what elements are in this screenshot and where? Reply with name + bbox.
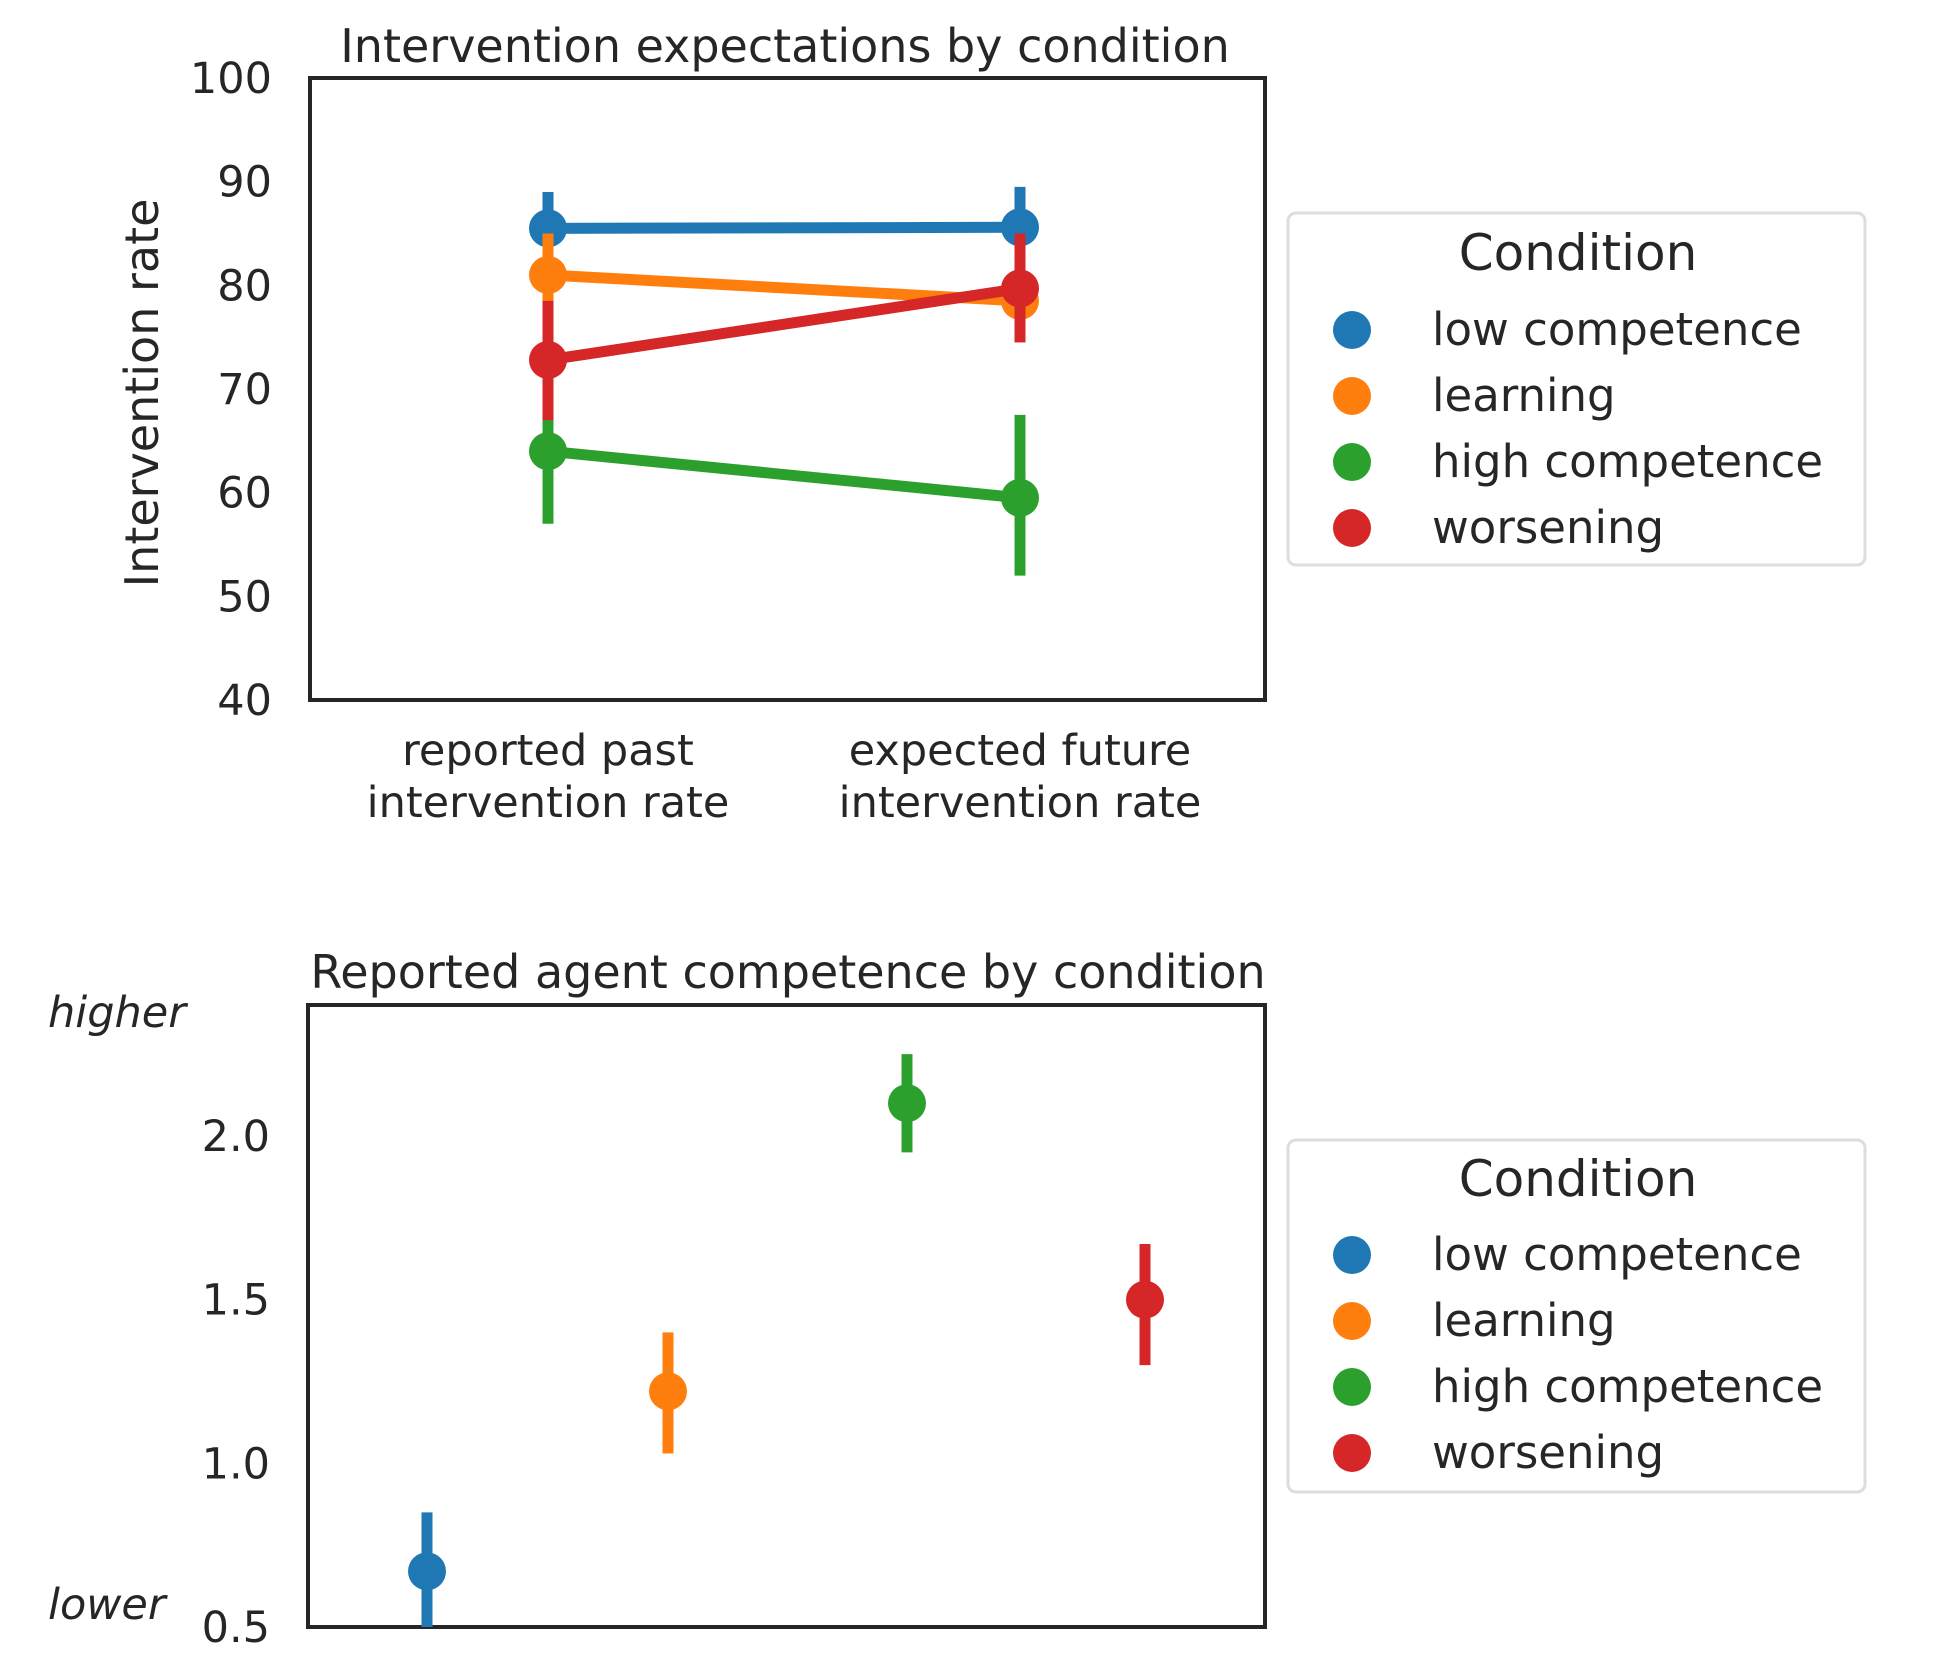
series-line: [542, 221, 1026, 234]
series-high-competence: [529, 378, 1039, 576]
data-point: [1001, 269, 1039, 308]
legend: Condition low competence learning high com…: [1286, 211, 1867, 567]
y-tick-label: 100: [190, 54, 272, 104]
legend-marker: [1333, 1368, 1371, 1406]
y-tick-label: 50: [217, 572, 272, 622]
y-tick-label: 70: [217, 365, 272, 415]
plot-frame: [308, 76, 1267, 702]
legend-marker: [1333, 443, 1371, 481]
y-tick-label: 0.5: [202, 1603, 270, 1653]
legend-marker: [1333, 1434, 1371, 1472]
data-point: [1001, 478, 1039, 517]
legend-label: learning: [1432, 369, 1616, 422]
data-point: [529, 209, 567, 248]
y-tick-label: 90: [217, 158, 272, 208]
legend-marker: [1333, 509, 1371, 547]
intervention-chart: Intervention expectations by condition I…: [115, 19, 1867, 828]
legend: Condition low competence learning high com…: [1286, 1138, 1867, 1494]
data-point: [1126, 1280, 1164, 1319]
y-tick-label: 80: [217, 261, 272, 311]
plot-frame: [306, 1003, 1267, 1629]
data-point: [1001, 208, 1039, 247]
legend-label: low competence: [1432, 303, 1802, 356]
legend-box: [1286, 1138, 1867, 1494]
data-point: [529, 432, 567, 471]
chart-marks: [529, 186, 1039, 576]
legend-label: worsening: [1432, 1426, 1664, 1479]
legend-box: [1286, 211, 1867, 567]
data-point: [888, 1084, 926, 1123]
chart-title: Intervention expectations by condition: [340, 19, 1230, 73]
legend-label: low competence: [1432, 1228, 1802, 1281]
x-tick-label: expected future intervention rate: [839, 726, 1202, 828]
data-point: [529, 340, 567, 379]
series-line: [542, 445, 1026, 504]
series-worsening: [1126, 1243, 1164, 1366]
y-axis-label: Intervention rate: [115, 199, 169, 588]
legend-label: worsening: [1432, 501, 1664, 554]
competence-chart: Reported agent competence by condition h…: [48, 945, 1867, 1653]
x-tick-label: reported past intervention rate: [367, 726, 730, 828]
x-tick-labels: reported past intervention rate expected f…: [367, 726, 1202, 828]
legend-marker: [1333, 311, 1371, 349]
legend-label: learning: [1432, 1294, 1616, 1347]
legend-label: high competence: [1432, 435, 1823, 488]
legend-marker: [1333, 1302, 1371, 1340]
data-point: [529, 255, 567, 294]
legend-title: Condition: [1459, 224, 1698, 282]
y-tick-label: 2.0: [202, 1112, 270, 1162]
data-point: [649, 1372, 687, 1411]
y-tick-labels: 40 50 60 70 80 90 100: [190, 54, 272, 726]
legend-label: high competence: [1432, 1360, 1823, 1413]
series-line: [542, 282, 1026, 366]
series-high-competence: [888, 1054, 926, 1153]
y-annotation-bottom: lower: [48, 1580, 168, 1630]
y-tick-label: 1.5: [202, 1276, 270, 1326]
legend-title: Condition: [1459, 1150, 1698, 1208]
y-tick-label: 1.0: [202, 1439, 270, 1489]
y-tick-labels: 0.5 1.0 1.5 2.0: [202, 1112, 270, 1653]
series-worsening: [529, 233, 1039, 421]
data-point: [408, 1552, 446, 1591]
y-annotation-top: higher: [48, 988, 188, 1038]
series-low-competence: [408, 1512, 446, 1627]
chart-title: Reported agent competence by condition: [310, 945, 1265, 999]
series-learning: [649, 1332, 687, 1454]
legend-marker: [1333, 377, 1371, 415]
series-low-competence: [529, 186, 1039, 270]
legend-marker: [1333, 1236, 1371, 1274]
chart-marks: [408, 1054, 1164, 1627]
y-tick-label: 60: [217, 469, 272, 519]
y-tick-label: 40: [217, 676, 272, 726]
